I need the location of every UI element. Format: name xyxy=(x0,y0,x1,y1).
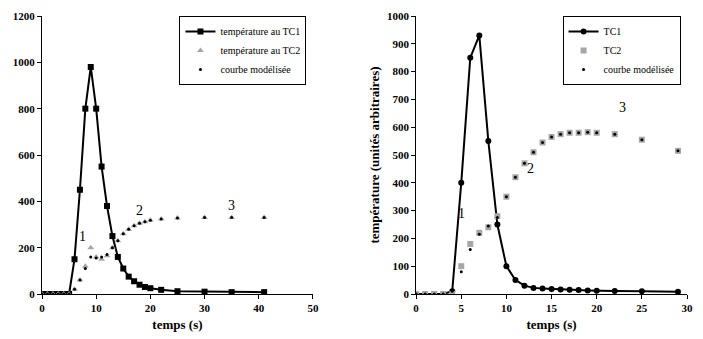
svg-text:700: 700 xyxy=(392,93,409,105)
svg-text:600: 600 xyxy=(18,149,35,161)
svg-text:température (unités arbitraire: température (unités arbitraires) xyxy=(367,66,382,243)
svg-text:30: 30 xyxy=(199,302,211,314)
svg-text:température au TC1: température au TC1 xyxy=(220,26,300,37)
svg-text:800: 800 xyxy=(18,103,35,115)
svg-text:3: 3 xyxy=(619,100,626,115)
svg-text:1: 1 xyxy=(458,206,465,221)
svg-text:1200: 1200 xyxy=(13,10,36,22)
svg-text:800: 800 xyxy=(392,65,409,77)
svg-text:5: 5 xyxy=(459,302,465,314)
svg-text:1: 1 xyxy=(79,229,86,244)
svg-text:20: 20 xyxy=(591,302,603,314)
svg-text:500: 500 xyxy=(392,149,409,161)
svg-text:20: 20 xyxy=(145,302,157,314)
svg-text:temps (s): temps (s) xyxy=(526,317,576,332)
svg-text:1000: 1000 xyxy=(13,56,36,68)
svg-text:2: 2 xyxy=(527,161,534,176)
svg-text:0: 0 xyxy=(403,288,409,300)
svg-text:1000: 1000 xyxy=(387,10,410,22)
svg-text:0: 0 xyxy=(29,288,35,300)
svg-text:900: 900 xyxy=(392,38,409,50)
svg-text:2: 2 xyxy=(136,203,143,218)
svg-text:50: 50 xyxy=(307,302,319,314)
svg-text:température au TC2: température au TC2 xyxy=(220,45,300,56)
svg-text:100: 100 xyxy=(392,260,409,272)
svg-text:10: 10 xyxy=(501,302,513,314)
svg-text:0: 0 xyxy=(39,302,45,314)
svg-text:600: 600 xyxy=(392,121,409,133)
svg-text:15: 15 xyxy=(546,302,558,314)
svg-text:0: 0 xyxy=(413,302,419,314)
svg-text:300: 300 xyxy=(392,204,409,216)
svg-text:TC2: TC2 xyxy=(604,45,622,56)
svg-text:400: 400 xyxy=(392,177,409,189)
svg-text:courbe modélisée: courbe modélisée xyxy=(220,64,291,75)
svg-text:25: 25 xyxy=(636,302,648,314)
svg-text:temps (s): temps (s) xyxy=(152,317,202,332)
svg-text:3: 3 xyxy=(228,198,235,213)
svg-text:10: 10 xyxy=(91,302,103,314)
svg-text:200: 200 xyxy=(18,242,35,254)
svg-text:30: 30 xyxy=(682,302,694,314)
svg-text:400: 400 xyxy=(18,195,35,207)
svg-text:courbe modélisée: courbe modélisée xyxy=(604,64,675,75)
svg-text:TC1: TC1 xyxy=(604,26,622,37)
svg-text:40: 40 xyxy=(253,302,265,314)
svg-text:200: 200 xyxy=(392,232,409,244)
